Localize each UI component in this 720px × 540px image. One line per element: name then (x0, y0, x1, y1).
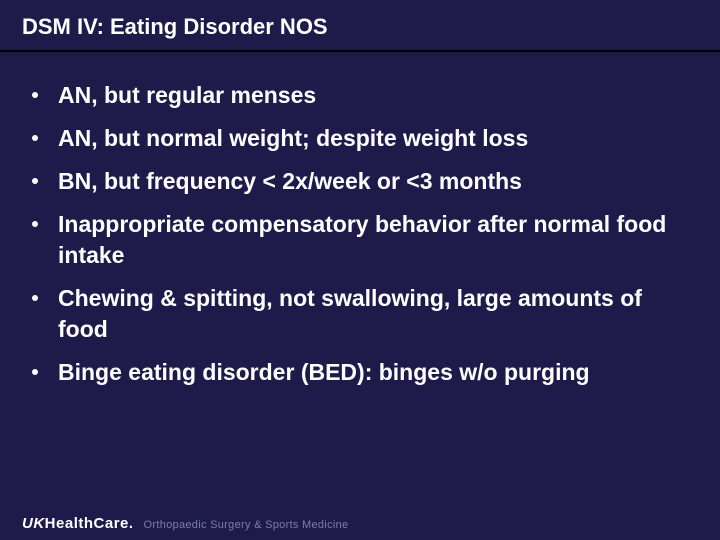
bullet-icon (32, 178, 38, 184)
bullet-text: Chewing & spitting, not swallowing, larg… (58, 285, 642, 342)
bullet-text: AN, but normal weight; despite weight lo… (58, 125, 528, 151)
list-item: BN, but frequency < 2x/week or <3 months (30, 166, 690, 197)
bullet-icon (32, 221, 38, 227)
bullet-text: Binge eating disorder (BED): binges w/o … (58, 359, 590, 385)
bullet-text: Inappropriate compensatory behavior afte… (58, 211, 666, 268)
footer: UKHealthCare. Orthopaedic Surgery & Spor… (22, 515, 348, 532)
slide: DSM IV: Eating Disorder NOS AN, but regu… (0, 0, 720, 540)
list-item: Chewing & spitting, not swallowing, larg… (30, 283, 690, 345)
bullet-icon (32, 295, 38, 301)
bullet-text: AN, but regular menses (58, 82, 316, 108)
bullet-text: BN, but frequency < 2x/week or <3 months (58, 168, 522, 194)
list-item: Inappropriate compensatory behavior afte… (30, 209, 690, 271)
bullet-icon (32, 92, 38, 98)
slide-title: DSM IV: Eating Disorder NOS (22, 14, 698, 40)
bullet-list: AN, but regular menses AN, but normal we… (30, 80, 690, 388)
bullet-icon (32, 369, 38, 375)
body-region: AN, but regular menses AN, but normal we… (0, 52, 720, 388)
bullet-icon (32, 135, 38, 141)
logo-text: UKHealthCare. (22, 515, 134, 532)
list-item: Binge eating disorder (BED): binges w/o … (30, 357, 690, 388)
title-region: DSM IV: Eating Disorder NOS (0, 0, 720, 52)
footer-subtext: Orthopaedic Surgery & Sports Medicine (144, 519, 349, 531)
list-item: AN, but regular menses (30, 80, 690, 111)
list-item: AN, but normal weight; despite weight lo… (30, 123, 690, 154)
